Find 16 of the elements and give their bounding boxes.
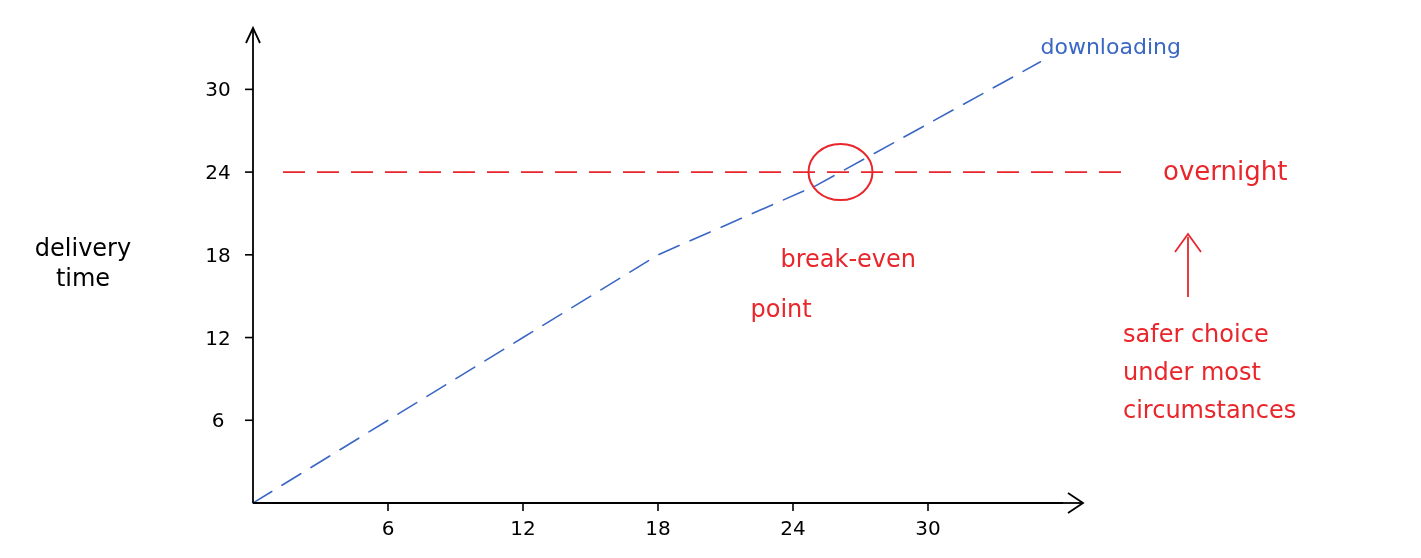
y-tick-label: 6 — [211, 408, 225, 433]
y-tick-label: 30 — [205, 77, 231, 102]
x-tick-label: 18 — [645, 516, 671, 540]
x-tick-label: 24 — [780, 516, 806, 540]
ref-line-label: overnight — [1163, 156, 1288, 187]
y-axis-title: delivery time — [34, 233, 132, 292]
y-tick-label: 12 — [205, 325, 231, 350]
x-tick-label: 30 — [915, 516, 941, 540]
line-series — [252, 60, 1042, 504]
x-tick-label: 12 — [510, 516, 536, 540]
y-tick-label: 18 — [205, 242, 231, 267]
annotation: break-even point — [750, 245, 917, 324]
series-label: downloading — [1040, 33, 1181, 59]
x-tick-label: 6 — [381, 516, 395, 540]
text: safer choice under most circumstances — [1123, 320, 1297, 425]
y-tick-label: 24 — [205, 160, 231, 185]
